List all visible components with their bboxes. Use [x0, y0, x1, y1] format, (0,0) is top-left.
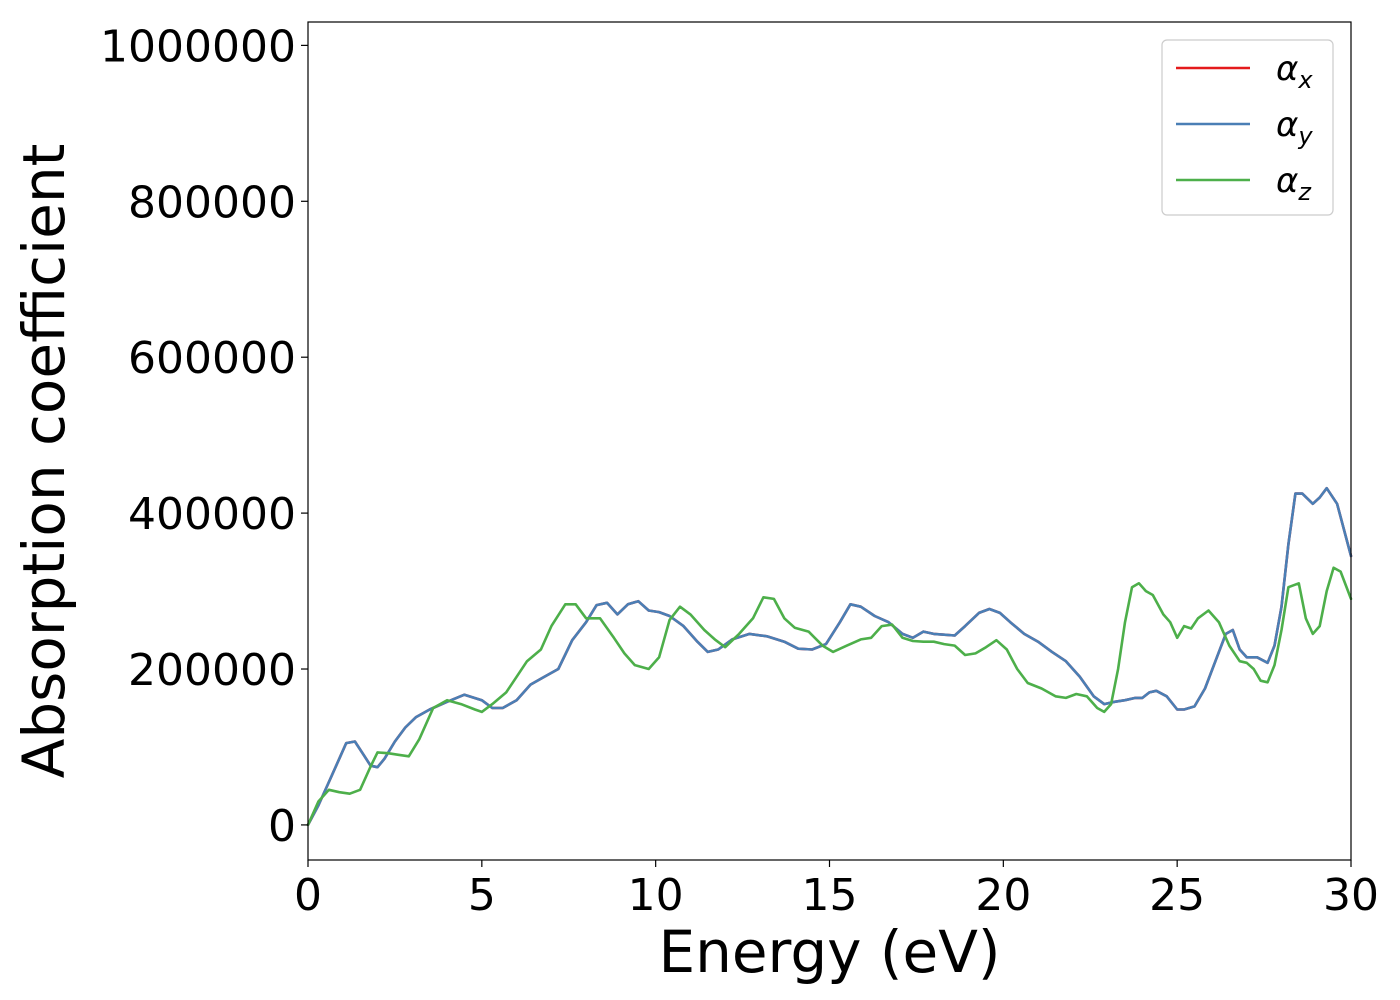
y-tick-label: 600000 [128, 333, 296, 384]
legend-label-subscript: x [1297, 66, 1313, 94]
y-axis: 0 200000 400000 600000 800000 1000000 [100, 21, 308, 852]
x-axis-title: Energy (eV) [658, 918, 1000, 986]
series-line-z [306, 566, 1353, 827]
legend-label-subscript: z [1297, 178, 1312, 206]
x-tick-label: 0 [294, 870, 322, 921]
x-tick-label: 15 [802, 870, 858, 921]
y-tick-label: 800000 [128, 177, 296, 228]
series-layer [306, 486, 1353, 827]
legend-box [1161, 39, 1334, 216]
y-tick-label: 200000 [128, 645, 296, 696]
y-tick-label: 400000 [128, 489, 296, 540]
legend-label-subscript: y [1297, 122, 1313, 150]
x-tick-label: 10 [628, 870, 684, 921]
x-tick-label: 30 [1323, 870, 1379, 921]
y-axis-title: Absorption coefficient [10, 144, 78, 779]
x-tick-label: 20 [975, 870, 1031, 921]
y-tick-label: 0 [268, 801, 296, 852]
y-tick-label: 1000000 [100, 21, 296, 72]
x-tick-label: 5 [468, 870, 496, 921]
x-tick-label: 25 [1149, 870, 1205, 921]
series-line-y [306, 486, 1353, 827]
x-axis: 0 5 10 15 20 25 30 [294, 860, 1379, 921]
